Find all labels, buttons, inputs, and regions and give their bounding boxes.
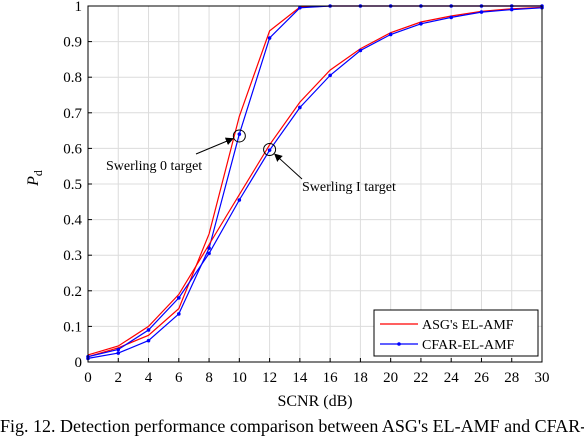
x-tick-label: 12	[262, 370, 277, 386]
annotation-label: Swerling 0 target	[106, 159, 202, 174]
x-tick-label: 16	[323, 370, 339, 386]
annotation-arrow	[274, 153, 303, 180]
data-point	[116, 351, 121, 355]
annotation-circle	[232, 129, 246, 143]
x-tick-label: 10	[232, 370, 247, 386]
data-point	[328, 73, 332, 78]
y-tick-label: 0.2	[63, 284, 82, 300]
x-tick-label: 22	[413, 370, 428, 386]
y-tick-label: 0.9	[63, 35, 82, 51]
x-tick-label: 2	[115, 370, 123, 386]
figure-caption: Fig. 12. Detection performance compariso…	[0, 416, 584, 436]
data-point	[388, 32, 393, 37]
data-point	[237, 198, 242, 202]
data-point	[479, 10, 484, 14]
legend: ASG's EL-AMF CFAR-EL-AMF	[373, 309, 539, 357]
x-axis-label: SCNR (dB)	[277, 393, 352, 410]
y-tick-label: 0.1	[63, 319, 82, 335]
data-point	[298, 5, 302, 10]
data-point	[146, 328, 151, 332]
y-axis-label-main: P	[25, 176, 42, 187]
data-point	[116, 347, 121, 352]
y-axis-label-subscript: d	[31, 170, 45, 176]
grid-lines	[87, 5, 543, 363]
legend-marker	[397, 342, 401, 346]
annotation-label: Swerling I target	[302, 180, 396, 195]
series-line	[87, 7, 543, 358]
y-tick-label: 0.3	[63, 248, 82, 264]
annotation-arrow	[195, 137, 234, 155]
x-tick-label: 24	[444, 370, 460, 386]
data-point	[177, 312, 181, 316]
annotation: Swerling 0 target	[106, 129, 246, 174]
legend-label: ASG's EL-AMF	[422, 318, 514, 333]
data-point	[419, 22, 423, 26]
y-tick-label: 0.8	[63, 70, 82, 86]
y-tick-label: 1	[75, 0, 83, 15]
legend-label: CFAR-EL-AMF	[422, 338, 515, 353]
data-point	[237, 132, 242, 136]
y-tick-label: 0.7	[63, 106, 82, 122]
legend-entry: CFAR-EL-AMF	[380, 338, 515, 353]
data-point	[177, 296, 181, 300]
y-tick-label: 0	[75, 355, 83, 371]
x-tick-label: 4	[145, 370, 153, 386]
series	[86, 5, 544, 359]
data-point	[267, 148, 272, 152]
x-tick-label: 28	[504, 370, 519, 386]
legend-entry: ASG's EL-AMF	[380, 318, 514, 333]
annotation: Swerling I target	[263, 142, 396, 195]
y-tick-label: 0.4	[63, 213, 82, 229]
annotation-circle	[263, 142, 277, 156]
data-point	[509, 7, 514, 12]
x-tick-label: 6	[175, 370, 183, 386]
x-tick-label: 18	[353, 370, 368, 386]
series-line	[87, 6, 543, 356]
data-point	[358, 48, 363, 53]
data-point	[267, 36, 272, 40]
x-tick-label: 26	[474, 370, 490, 386]
x-tick-label: 30	[535, 370, 550, 386]
series	[87, 6, 543, 356]
data-point	[146, 338, 151, 343]
x-tick-label: 8	[205, 370, 213, 386]
x-tick-label: 14	[292, 370, 308, 386]
data-point	[207, 251, 211, 256]
y-axis-label: Pd	[25, 170, 45, 187]
data-point	[298, 105, 302, 110]
y-tick-label: 0.5	[63, 177, 82, 193]
x-tick-label: 0	[84, 370, 92, 386]
axis-ticks: 0 2 4 6 8 10 12 14 16 18 20 22 24 26 28 3000.10.20.30.4…	[63, 0, 549, 386]
data-point	[449, 15, 454, 20]
x-tick-label: 20	[383, 370, 398, 386]
annotations: Swerling 0 target Swerling I target	[106, 129, 396, 195]
legend-box	[373, 309, 539, 357]
y-tick-label: 0.6	[63, 141, 82, 157]
